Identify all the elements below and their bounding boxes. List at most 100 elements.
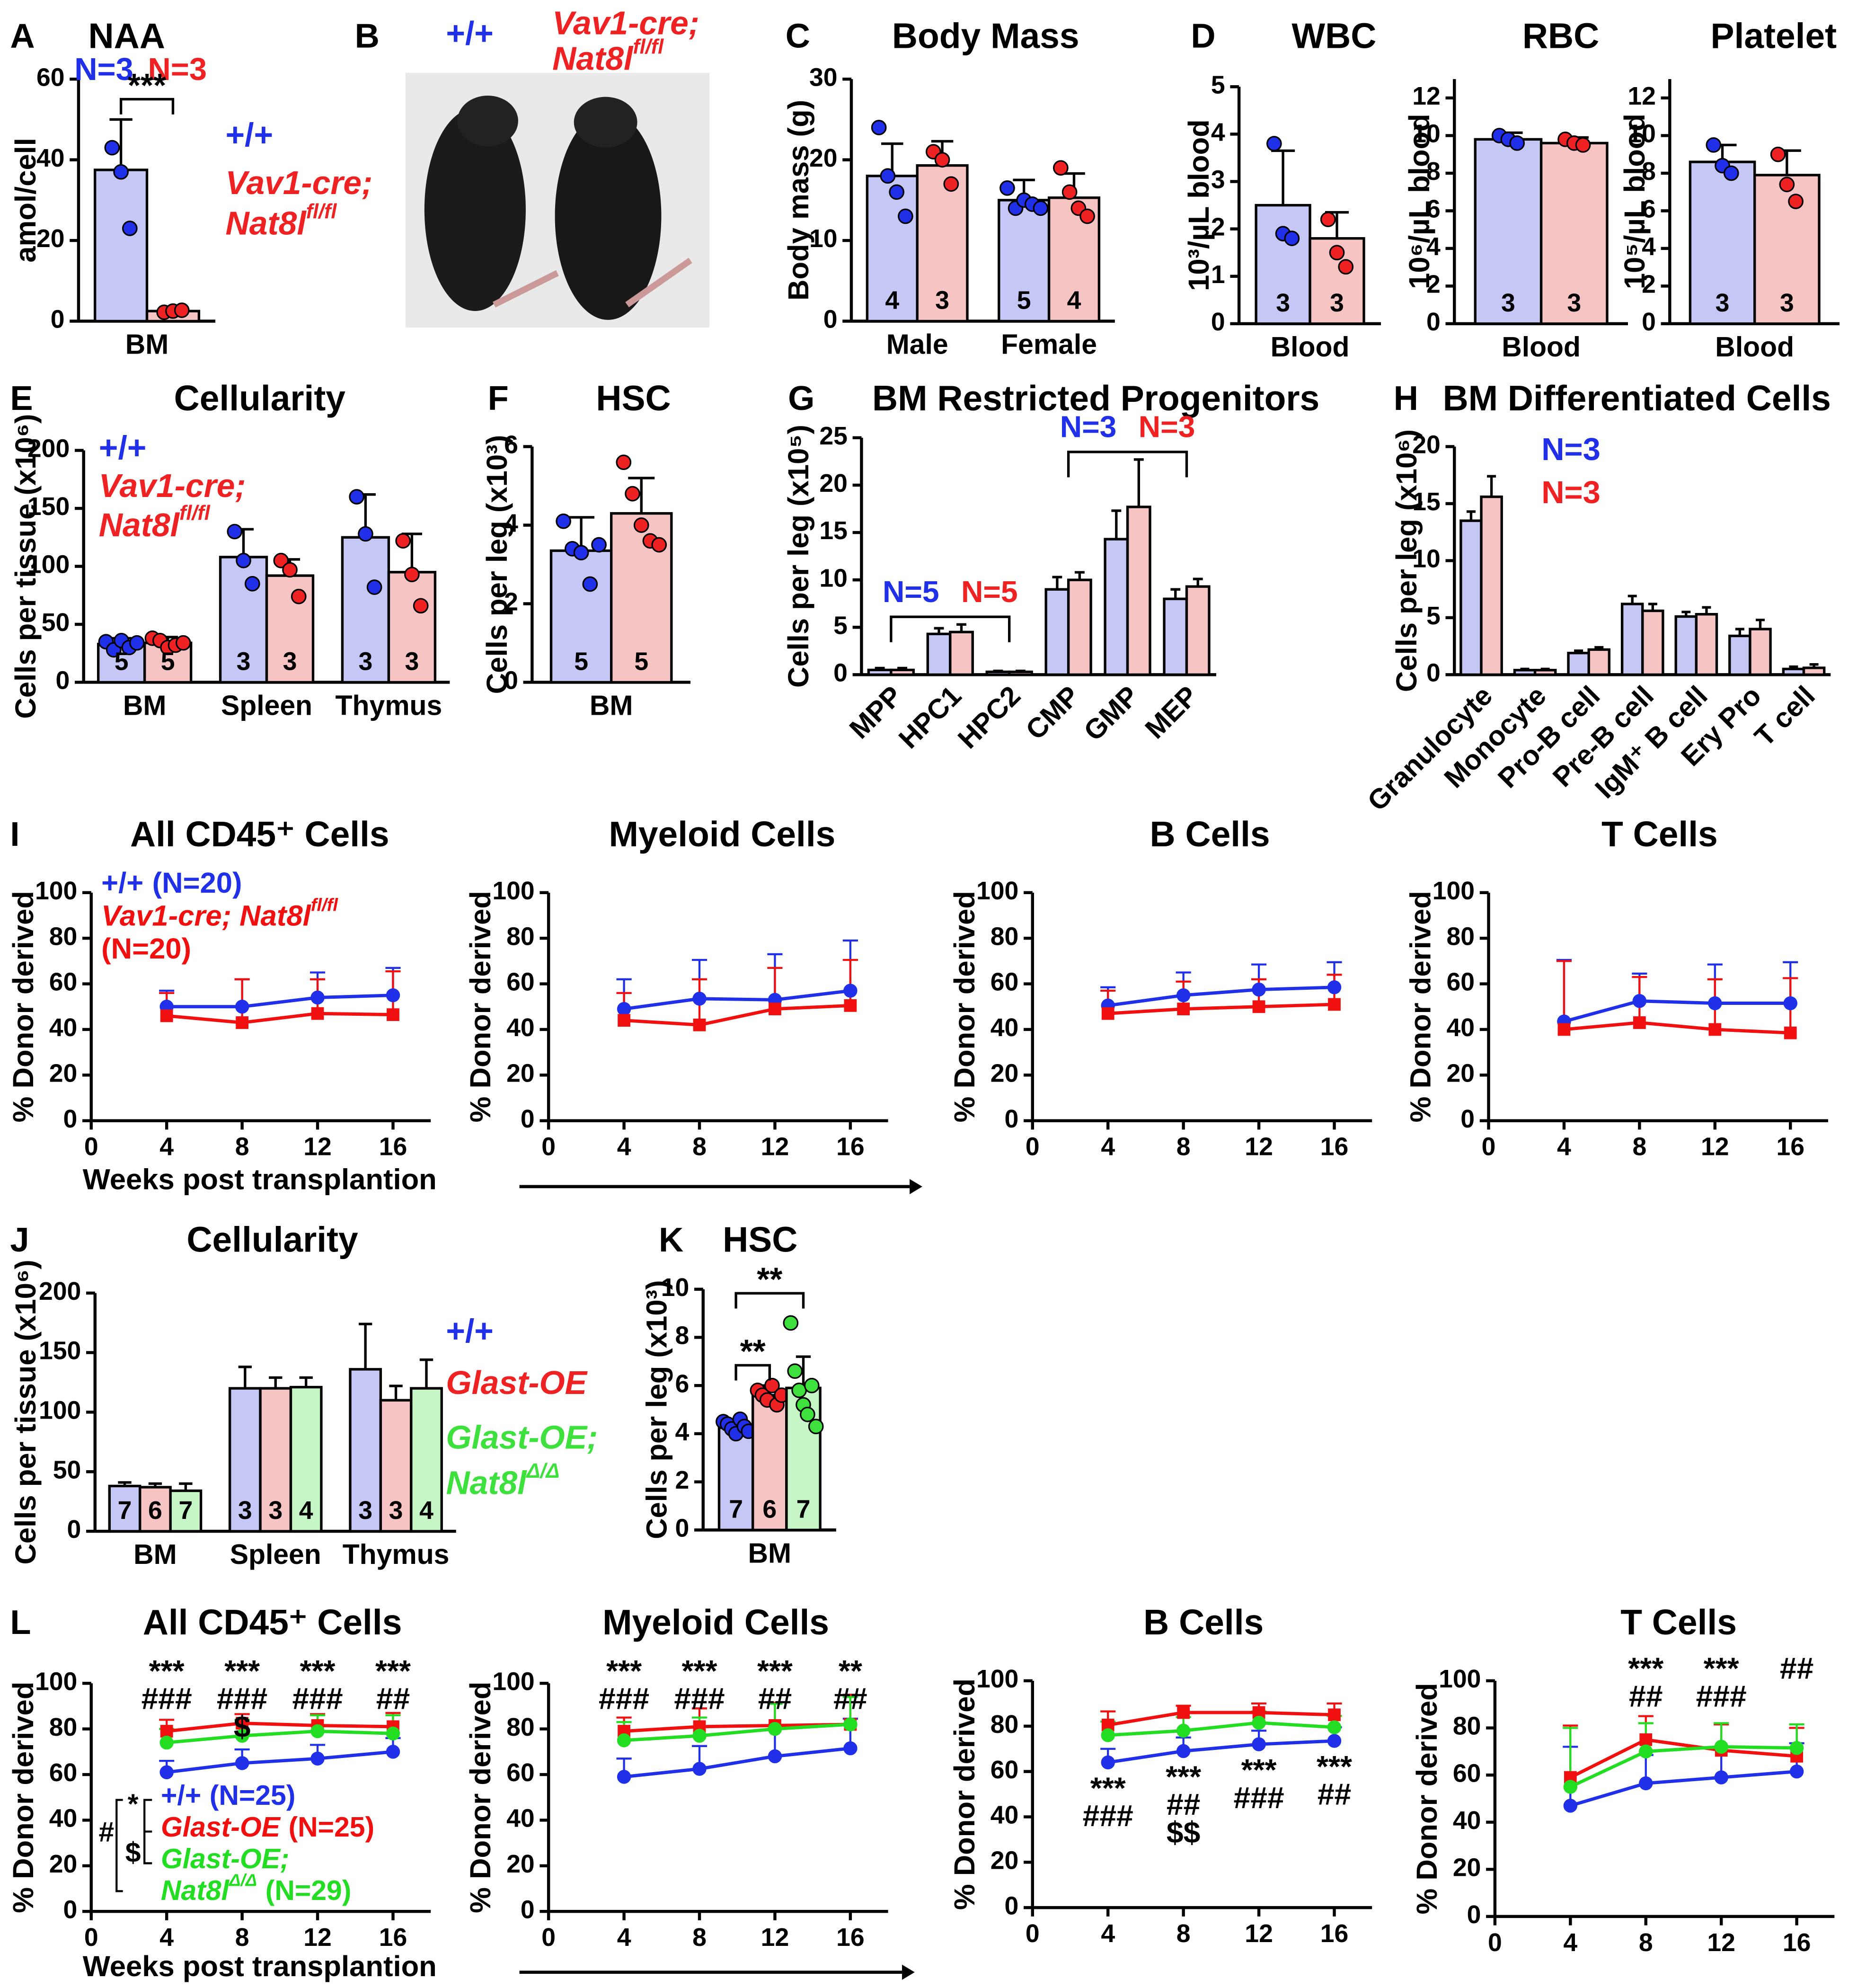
data-point [129, 635, 145, 651]
arrow-head [910, 1179, 922, 1194]
y-tick-label: 20 [991, 1059, 1019, 1087]
bar [1641, 609, 1664, 676]
marker [1252, 1737, 1266, 1751]
y-tick-label: 2 [1426, 271, 1441, 299]
y-tick-label: 200 [39, 1278, 81, 1305]
y-tick-label: 10 [1412, 120, 1441, 148]
marker [159, 1765, 174, 1779]
significance-label: *** [1704, 1651, 1739, 1686]
line [624, 1747, 851, 1779]
data-point [804, 1377, 820, 1393]
error-bar [118, 1481, 132, 1486]
line [1107, 985, 1335, 1007]
legend-superscript: fl/fl [306, 200, 337, 223]
legend-label: +/+ [446, 1313, 494, 1349]
n-label: 3 [1780, 289, 1794, 317]
x-tick-label: 12 [303, 1924, 332, 1952]
data-point [787, 1363, 803, 1379]
error-bar [1574, 649, 1583, 653]
x-tick-label: Blood [1271, 332, 1350, 363]
y-axis-label: Cells per tissue (x10⁶) [9, 414, 42, 719]
data-point [244, 576, 260, 592]
marker [236, 1717, 248, 1730]
data-point [366, 579, 382, 595]
marker [1328, 998, 1341, 1011]
bar [1802, 666, 1826, 676]
panel-letter: G [788, 380, 814, 417]
error-bar [419, 1358, 433, 1389]
data-point [1053, 160, 1069, 176]
data-point [764, 1377, 780, 1393]
bar [1480, 495, 1503, 676]
line [1564, 999, 1791, 1023]
y-tick-label: 60 [49, 968, 78, 996]
y-tick-label: 100 [976, 877, 1018, 905]
significance-label: ### [217, 1682, 267, 1716]
marker [310, 990, 325, 1005]
marker [692, 1762, 707, 1776]
y-tick-label: 20 [506, 1059, 535, 1087]
x-tick-label: 12 [761, 1924, 789, 1952]
data-point [616, 454, 632, 470]
n-label: 3 [359, 648, 373, 675]
data-point [1266, 136, 1282, 151]
marker [1252, 1000, 1265, 1013]
legend-name-line: Nat8l [446, 1464, 527, 1501]
y-tick-label: 100 [492, 1668, 534, 1695]
y-tick-label: 80 [506, 923, 535, 950]
x-tick-label: 4 [1101, 1920, 1115, 1948]
x-tick-label: 8 [692, 1924, 707, 1952]
error-bar [1015, 669, 1026, 673]
bar [1163, 597, 1188, 676]
y-tick-label: 15 [1412, 488, 1441, 516]
line [166, 1012, 393, 1024]
n-label: 7 [729, 1495, 743, 1523]
y-axis-label: 10⁵/µL blood [1619, 114, 1651, 289]
y-tick-label: 80 [991, 923, 1019, 950]
data-point [943, 176, 959, 192]
error-bar [628, 477, 655, 514]
y-tick-label: 0 [67, 1516, 81, 1544]
y-tick-label: 80 [506, 1713, 535, 1741]
bar [108, 1484, 142, 1533]
legend-label: Glast-OE; Nat8lΔ/Δ (N=29) [161, 1844, 351, 1906]
data-point [1284, 231, 1300, 246]
significance-label: *** [757, 1654, 793, 1688]
arrows [519, 1179, 922, 1980]
data-point [871, 120, 887, 135]
bar [1459, 519, 1483, 676]
y-tick-label: 30 [809, 63, 838, 91]
line [1564, 1021, 1791, 1035]
marker [844, 999, 857, 1012]
x-tick-label: 8 [1176, 1133, 1191, 1161]
bar [341, 536, 390, 684]
y-tick-label: 40 [1447, 1014, 1475, 1042]
y-tick-label: 150 [39, 1337, 81, 1365]
bar [867, 668, 893, 676]
chart-title: Myeloid Cells [602, 1602, 829, 1642]
panel-letter: J [10, 1221, 29, 1259]
line [624, 989, 851, 1011]
legend-bracket [115, 1799, 152, 1892]
y-tick-label: 2 [675, 1466, 690, 1494]
data-point [1723, 165, 1739, 181]
data-point [582, 576, 598, 592]
marker [1789, 1764, 1804, 1779]
bar [916, 164, 969, 323]
bar [1782, 667, 1805, 676]
error-bar [389, 1384, 403, 1401]
n-label: 7 [118, 1497, 132, 1525]
y-axis-label: Cells per leg (x10³) [640, 1280, 673, 1539]
line [166, 1750, 393, 1774]
y-tick-label: 0 [55, 667, 70, 695]
x-tick-label: 16 [836, 1133, 865, 1161]
legend-name: Vav1-cre; Nat8l [226, 164, 382, 242]
error-bar [1052, 576, 1062, 590]
y-axis-label: % Donor derived [1411, 1683, 1443, 1914]
error-bar [148, 1482, 162, 1487]
n-label: 7 [796, 1495, 811, 1523]
marker [1784, 1026, 1797, 1039]
panel-letter: K [659, 1221, 683, 1259]
line [624, 1722, 850, 1733]
significance-label: ### [599, 1682, 649, 1716]
